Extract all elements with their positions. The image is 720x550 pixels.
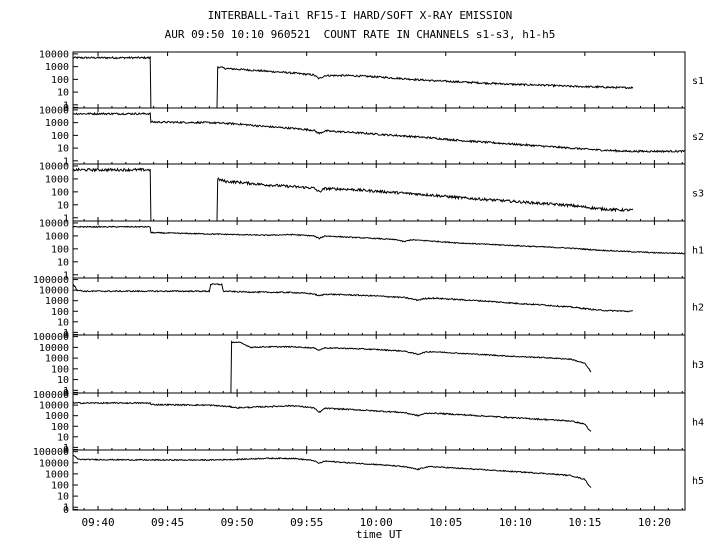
y-tick-label-h2: 1000 [45,296,69,307]
y-tick-label-h2: 100 [51,307,69,318]
y-tick-label-h2: 1 [63,328,69,339]
panel-label-s1: s1 [692,76,704,87]
y-tick-label-h1: 10 [57,257,69,268]
panel-label-s3: s3 [692,189,704,200]
y-tick-label-s2: 100 [51,131,69,142]
y-tick-label-h3: 0 [63,388,69,399]
y-tick-label-h4: 10000 [39,401,69,412]
x-axis-label: time UT [356,528,403,541]
y-tick-label-h4: 0 [63,445,69,456]
y-tick-label-h3: 100000 [33,332,69,343]
y-tick-label-h1: 1 [63,270,69,281]
y-tick-label-h5: 10000 [39,458,69,469]
y-tick-label-h5: 0 [63,505,69,516]
y-tick-label-s3: 100 [51,187,69,198]
y-tick-label-s3: 1000 [45,174,69,185]
y-tick-label-h3: 100 [51,364,69,375]
y-tick-label-h5: 1 [63,503,69,514]
y-tick-label-s2: 10 [57,144,69,155]
y-tick-label-s2: 1000 [45,118,69,129]
y-tick-label-h4: 100 [51,422,69,433]
series-line-h2 [72,283,633,313]
y-tick-label-h2: 0 [63,330,69,341]
y-tick-label-s1: 0 [63,103,69,114]
x-tick-label: 10:10 [499,516,532,529]
panel-label-h3: h3 [692,360,704,371]
x-tick-label: 09:40 [81,516,114,529]
series-line-s2 [72,111,686,154]
panel-label-h1: h1 [692,246,704,257]
panel-frame-s2 [72,107,686,165]
y-tick-label-h4: 10 [57,432,69,443]
panel-frame-h2 [72,277,686,336]
x-tick-label: 09:45 [151,516,184,529]
y-tick-label-s1: 10000 [39,49,69,60]
panel-label-h4: h4 [692,418,704,429]
y-tick-label-h1: 100 [51,244,69,255]
x-tick-label: 10:15 [568,516,601,529]
y-tick-label-h5: 10 [57,492,69,503]
panel-frame-h5 [72,449,686,511]
panel-label-h2: h2 [692,303,704,314]
series-line-s1 [72,55,634,109]
x-tick-label: 10:20 [638,516,671,529]
panel-frame-s1 [72,51,686,109]
y-tick-label-h1: 1000 [45,231,69,242]
y-tick-label-s3: 10 [57,200,69,211]
series-line-h1 [72,225,686,255]
y-tick-label-h3: 1000 [45,354,69,365]
y-tick-label-h5: 1000 [45,469,69,480]
y-tick-label-h4: 1 [63,443,69,454]
y-tick-label-s1: 100 [51,75,69,86]
chart-title: INTERBALL-Tail RF15-I HARD/SOFT X-RAY EM… [207,9,513,22]
y-tick-label-h3: 10000 [39,343,69,354]
series-line-s3 [72,167,634,222]
y-tick-label-h5: 100 [51,481,69,492]
x-tick-label: 10:05 [429,516,462,529]
y-tick-label-s1: 10 [57,88,69,99]
y-tick-label-h2: 10 [57,317,69,328]
y-tick-label-s2: 10000 [39,105,69,116]
y-tick-label-h1: 10000 [39,218,69,229]
y-tick-label-s3: 1 [63,213,69,224]
y-tick-label-s1: 1 [63,100,69,111]
x-tick-label: 09:50 [221,516,254,529]
series-line-h4 [72,401,592,432]
y-tick-label-s2: 1 [63,156,69,167]
y-tick-label-h5: 100000 [33,447,69,458]
y-tick-label-h3: 1 [63,386,69,397]
panel-label-s2: s2 [692,132,704,143]
panel-frame-h3 [72,334,686,394]
y-tick-label-s3: 10000 [39,161,69,172]
panel-frame-h4 [72,392,686,451]
y-tick-label-h2: 10000 [39,286,69,297]
x-tick-label: 09:55 [290,516,323,529]
y-tick-label-h2: 100000 [33,275,69,286]
series-line-h5 [72,454,592,488]
x-tick-label: 10:00 [360,516,393,529]
y-tick-label-h3: 10 [57,375,69,386]
series-line-h3 [73,340,592,394]
y-tick-label-h4: 1000 [45,411,69,422]
y-tick-label-h4: 100000 [33,390,69,401]
panel-label-h5: h5 [692,476,704,487]
y-tick-label-s1: 1000 [45,62,69,73]
panel-frame-s3 [72,163,686,222]
chart-subtitle: AUR 09:50 10:10 960521 COUNT RATE IN CHA… [164,28,556,41]
